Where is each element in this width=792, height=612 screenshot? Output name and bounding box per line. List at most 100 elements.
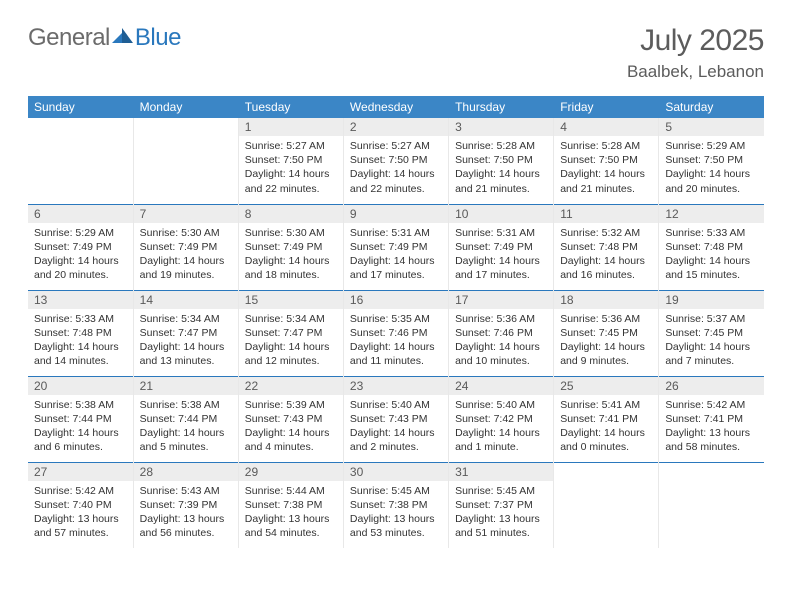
sunrise-line: Sunrise: 5:41 AM (560, 398, 652, 412)
sunset-line: Sunset: 7:43 PM (245, 412, 337, 426)
sunset-line: Sunset: 7:44 PM (34, 412, 127, 426)
weekday-header: Friday (554, 96, 659, 118)
sunrise-line: Sunrise: 5:45 AM (350, 484, 442, 498)
calendar-day-cell: 2Sunrise: 5:27 AMSunset: 7:50 PMDaylight… (343, 118, 448, 204)
day-number: 3 (449, 118, 553, 136)
day-number: 29 (239, 463, 343, 481)
sunset-line: Sunset: 7:47 PM (140, 326, 232, 340)
calendar-day-cell: 12Sunrise: 5:33 AMSunset: 7:48 PMDayligh… (659, 204, 764, 290)
day-number (134, 118, 238, 136)
daylight-line: Daylight: 14 hours and 20 minutes. (665, 167, 758, 195)
sunrise-line: Sunrise: 5:42 AM (665, 398, 758, 412)
calendar-day-cell: 26Sunrise: 5:42 AMSunset: 7:41 PMDayligh… (659, 376, 764, 462)
daylight-line: Daylight: 14 hours and 13 minutes. (140, 340, 232, 368)
day-content: Sunrise: 5:27 AMSunset: 7:50 PMDaylight:… (344, 136, 448, 200)
daylight-line: Daylight: 14 hours and 18 minutes. (245, 254, 337, 282)
logo-part1: General (28, 24, 110, 52)
daylight-line: Daylight: 14 hours and 14 minutes. (34, 340, 127, 368)
day-content: Sunrise: 5:33 AMSunset: 7:48 PMDaylight:… (28, 309, 133, 373)
day-number: 8 (239, 205, 343, 223)
daylight-line: Daylight: 14 hours and 15 minutes. (665, 254, 758, 282)
logo: General Blue (28, 24, 181, 52)
calendar-day-cell: 1Sunrise: 5:27 AMSunset: 7:50 PMDaylight… (238, 118, 343, 204)
sunset-line: Sunset: 7:50 PM (350, 153, 442, 167)
daylight-line: Daylight: 13 hours and 58 minutes. (665, 426, 758, 454)
daylight-line: Daylight: 14 hours and 11 minutes. (350, 340, 442, 368)
day-number: 25 (554, 377, 658, 395)
daylight-line: Daylight: 14 hours and 6 minutes. (34, 426, 127, 454)
title-block: July 2025 Baalbek, Lebanon (627, 24, 764, 82)
calendar-day-cell: 16Sunrise: 5:35 AMSunset: 7:46 PMDayligh… (343, 290, 448, 376)
sunset-line: Sunset: 7:49 PM (140, 240, 232, 254)
daylight-line: Daylight: 14 hours and 17 minutes. (455, 254, 547, 282)
weekday-header-row: SundayMondayTuesdayWednesdayThursdayFrid… (28, 96, 764, 118)
calendar-day-cell: 23Sunrise: 5:40 AMSunset: 7:43 PMDayligh… (343, 376, 448, 462)
daylight-line: Daylight: 14 hours and 7 minutes. (665, 340, 758, 368)
calendar-day-cell: 15Sunrise: 5:34 AMSunset: 7:47 PMDayligh… (238, 290, 343, 376)
sunset-line: Sunset: 7:39 PM (140, 498, 232, 512)
calendar-day-cell: 4Sunrise: 5:28 AMSunset: 7:50 PMDaylight… (554, 118, 659, 204)
sunrise-line: Sunrise: 5:34 AM (140, 312, 232, 326)
weekday-header: Wednesday (343, 96, 448, 118)
day-content: Sunrise: 5:41 AMSunset: 7:41 PMDaylight:… (554, 395, 658, 459)
day-number: 17 (449, 291, 553, 309)
daylight-line: Daylight: 14 hours and 17 minutes. (350, 254, 442, 282)
sunrise-line: Sunrise: 5:39 AM (245, 398, 337, 412)
daylight-line: Daylight: 14 hours and 1 minute. (455, 426, 547, 454)
day-number: 27 (28, 463, 133, 481)
sunset-line: Sunset: 7:49 PM (350, 240, 442, 254)
calendar-week-row: 1Sunrise: 5:27 AMSunset: 7:50 PMDaylight… (28, 118, 764, 204)
day-number (28, 118, 133, 136)
day-content: Sunrise: 5:35 AMSunset: 7:46 PMDaylight:… (344, 309, 448, 373)
calendar-day-cell: 27Sunrise: 5:42 AMSunset: 7:40 PMDayligh… (28, 462, 133, 548)
daylight-line: Daylight: 13 hours and 57 minutes. (34, 512, 127, 540)
calendar-day-cell: 18Sunrise: 5:36 AMSunset: 7:45 PMDayligh… (554, 290, 659, 376)
sunrise-line: Sunrise: 5:30 AM (245, 226, 337, 240)
calendar-table: SundayMondayTuesdayWednesdayThursdayFrid… (28, 96, 764, 548)
sunset-line: Sunset: 7:38 PM (245, 498, 337, 512)
sunset-line: Sunset: 7:49 PM (245, 240, 337, 254)
sunset-line: Sunset: 7:49 PM (455, 240, 547, 254)
day-number: 9 (344, 205, 448, 223)
sunset-line: Sunset: 7:38 PM (350, 498, 442, 512)
day-number: 5 (659, 118, 764, 136)
sunrise-line: Sunrise: 5:29 AM (665, 139, 758, 153)
sunrise-line: Sunrise: 5:40 AM (350, 398, 442, 412)
sunrise-line: Sunrise: 5:29 AM (34, 226, 127, 240)
day-content: Sunrise: 5:32 AMSunset: 7:48 PMDaylight:… (554, 223, 658, 287)
day-content: Sunrise: 5:33 AMSunset: 7:48 PMDaylight:… (659, 223, 764, 287)
sunrise-line: Sunrise: 5:35 AM (350, 312, 442, 326)
calendar-day-cell (28, 118, 133, 204)
day-content: Sunrise: 5:44 AMSunset: 7:38 PMDaylight:… (239, 481, 343, 545)
weekday-header: Tuesday (238, 96, 343, 118)
day-number: 16 (344, 291, 448, 309)
day-number: 31 (449, 463, 553, 481)
sunset-line: Sunset: 7:41 PM (560, 412, 652, 426)
daylight-line: Daylight: 13 hours and 53 minutes. (350, 512, 442, 540)
calendar-week-row: 20Sunrise: 5:38 AMSunset: 7:44 PMDayligh… (28, 376, 764, 462)
sunset-line: Sunset: 7:46 PM (350, 326, 442, 340)
day-number: 7 (134, 205, 238, 223)
logo-part2: Blue (135, 24, 181, 52)
daylight-line: Daylight: 14 hours and 20 minutes. (34, 254, 127, 282)
sunrise-line: Sunrise: 5:36 AM (455, 312, 547, 326)
day-number (554, 463, 658, 481)
sunset-line: Sunset: 7:50 PM (665, 153, 758, 167)
calendar-week-row: 13Sunrise: 5:33 AMSunset: 7:48 PMDayligh… (28, 290, 764, 376)
sunrise-line: Sunrise: 5:27 AM (245, 139, 337, 153)
calendar-week-row: 6Sunrise: 5:29 AMSunset: 7:49 PMDaylight… (28, 204, 764, 290)
sunset-line: Sunset: 7:43 PM (350, 412, 442, 426)
calendar-day-cell: 5 Sunrise: 5:29 AMSunset: 7:50 PMDaylight… (659, 118, 764, 204)
day-number (659, 463, 764, 481)
calendar-day-cell: 24Sunrise: 5:40 AMSunset: 7:42 PMDayligh… (449, 376, 554, 462)
sunset-line: Sunset: 7:48 PM (560, 240, 652, 254)
day-number: 22 (239, 377, 343, 395)
daylight-line: Daylight: 14 hours and 0 minutes. (560, 426, 652, 454)
calendar-week-row: 27Sunrise: 5:42 AMSunset: 7:40 PMDayligh… (28, 462, 764, 548)
sunrise-line: Sunrise: 5:38 AM (34, 398, 127, 412)
day-number: 14 (134, 291, 238, 309)
daylight-line: Daylight: 14 hours and 21 minutes. (560, 167, 652, 195)
daylight-line: Daylight: 14 hours and 19 minutes. (140, 254, 232, 282)
calendar-day-cell: 17Sunrise: 5:36 AMSunset: 7:46 PMDayligh… (449, 290, 554, 376)
sunrise-line: Sunrise: 5:38 AM (140, 398, 232, 412)
